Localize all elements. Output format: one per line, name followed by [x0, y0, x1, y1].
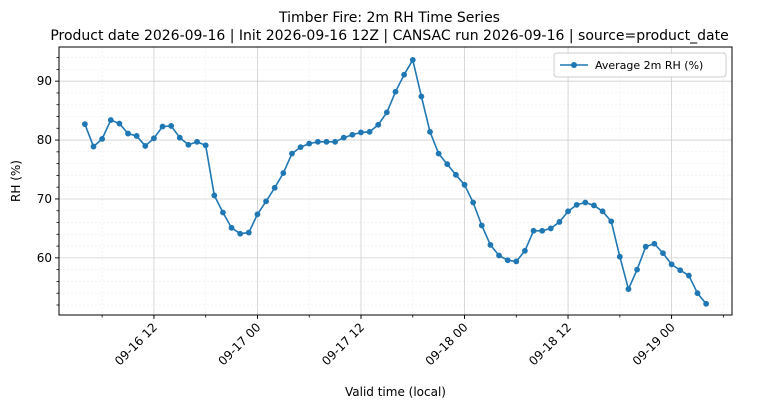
- legend-marker-swatch: [571, 62, 577, 68]
- data-point: [340, 134, 347, 141]
- series-line: [84, 59, 707, 305]
- data-point: [547, 225, 554, 232]
- data-point: [159, 123, 166, 130]
- x-tick-label: 09-17 00: [216, 320, 264, 368]
- data-point: [271, 184, 278, 191]
- data-point: [194, 138, 200, 145]
- data-point: [703, 300, 710, 307]
- data-point: [478, 222, 485, 229]
- y-tick-label: 80: [37, 133, 52, 147]
- y-axis-label: RH (%): [9, 160, 23, 202]
- data-point: [323, 138, 330, 145]
- data-point: [513, 258, 520, 265]
- x-tick-label: 09-18 12: [526, 320, 574, 368]
- minor-gridlines: [59, 47, 732, 315]
- data-point: [99, 135, 106, 142]
- legend-box: [553, 52, 727, 78]
- data-point: [142, 143, 149, 149]
- data-point: [245, 229, 252, 236]
- data-point: [444, 161, 451, 168]
- data-point: [125, 130, 131, 137]
- x-tick-label: 09-17 12: [319, 320, 367, 368]
- data-point: [504, 257, 511, 264]
- data-point: [220, 209, 226, 216]
- data-point: [81, 121, 88, 128]
- x-tick-label: 09-16 12: [112, 320, 160, 368]
- data-point: [289, 150, 295, 157]
- data-point: [151, 135, 157, 142]
- data-point: [90, 143, 97, 150]
- data-point: [228, 224, 235, 231]
- data-point: [625, 286, 632, 292]
- data-point: [185, 141, 192, 148]
- data-point: [642, 243, 649, 250]
- data-point: [435, 150, 442, 157]
- data-point: [392, 88, 399, 95]
- data-point: [176, 134, 183, 141]
- y-tick-label: 70: [37, 192, 52, 206]
- data-point: [573, 201, 580, 208]
- data-point: [677, 267, 684, 274]
- data-point: [254, 211, 261, 218]
- data-point: [522, 247, 528, 254]
- data-point: [599, 208, 606, 215]
- data-point: [383, 109, 390, 116]
- data-point: [668, 261, 675, 268]
- data-point: [116, 120, 123, 127]
- data-point: [107, 117, 114, 123]
- data-point: [409, 57, 416, 63]
- axes-layer: 09-16 12 09-17 00 09-17 12 09-18 00 09-18 12…: [37, 57, 724, 368]
- data-point: [375, 121, 382, 128]
- data-point: [211, 192, 218, 199]
- legend: Average 2m RH (%): [553, 52, 727, 78]
- x-axis-label: Valid time (local): [345, 385, 446, 399]
- data-point: [237, 230, 244, 237]
- data-point: [297, 144, 304, 151]
- major-gridlines: [59, 47, 732, 315]
- data-point: [530, 227, 537, 234]
- data-point: [582, 199, 589, 206]
- x-tick-label: 09-19 00: [630, 320, 678, 368]
- data-point: [556, 219, 563, 225]
- series-layer: [81, 57, 710, 307]
- data-point: [461, 181, 468, 188]
- data-point: [263, 198, 269, 205]
- chart-title: Timber Fire: 2m RH Time Series: [278, 10, 500, 26]
- chart-subtitle: Product date 2026-09-16 | Init 2026-09-1…: [50, 28, 728, 44]
- y-tick-label: 60: [37, 251, 52, 265]
- data-point: [358, 129, 364, 136]
- data-point: [366, 128, 373, 135]
- legend-label: Average 2m RH (%): [595, 59, 703, 72]
- data-point: [349, 131, 356, 138]
- data-point: [496, 252, 502, 259]
- data-point: [616, 253, 623, 260]
- data-point: [660, 250, 666, 257]
- data-point: [565, 208, 571, 215]
- x-tick-label: 09-18 00: [423, 320, 471, 368]
- data-point: [401, 71, 408, 78]
- y-tick-label: 90: [37, 74, 52, 88]
- data-point: [608, 218, 615, 225]
- data-point: [427, 128, 433, 135]
- plot-area-frame: [58, 46, 733, 316]
- data-point: [306, 140, 313, 147]
- data-point: [487, 242, 494, 248]
- data-point: [332, 138, 338, 145]
- data-point: [418, 93, 425, 100]
- data-point: [133, 133, 140, 139]
- data-point: [539, 227, 546, 234]
- data-point: [634, 266, 640, 273]
- data-point: [591, 202, 597, 209]
- data-point: [314, 138, 321, 145]
- data-point: [202, 142, 209, 149]
- data-point: [694, 290, 701, 297]
- data-point: [470, 199, 477, 206]
- data-point: [685, 272, 692, 279]
- data-point: [168, 123, 175, 129]
- data-point: [651, 240, 658, 247]
- data-point: [280, 170, 287, 176]
- data-point: [453, 171, 459, 178]
